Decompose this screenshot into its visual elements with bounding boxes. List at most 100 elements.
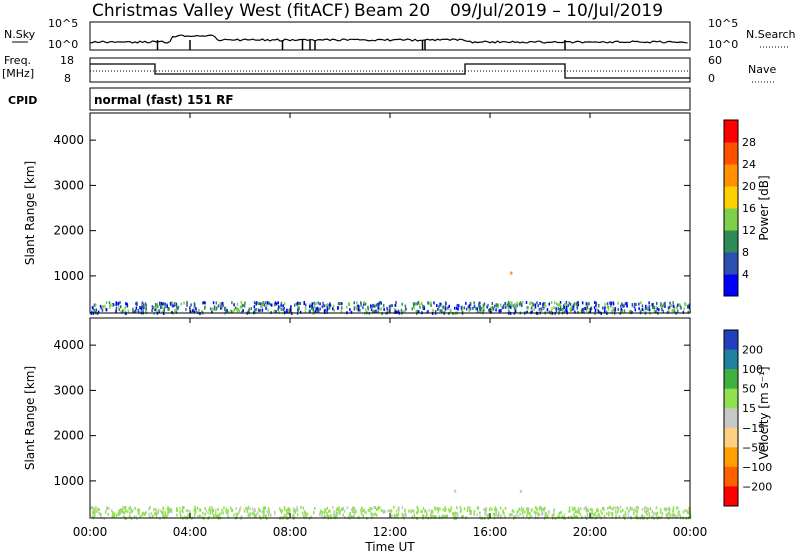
echo-cell <box>378 300 381 304</box>
echo-cell <box>287 511 290 515</box>
echo-cell <box>463 507 466 511</box>
echo-cell <box>335 511 338 515</box>
echo-cell <box>108 301 111 305</box>
echo-cell <box>610 304 612 308</box>
echo-cell <box>490 310 492 314</box>
echo-cell <box>236 307 238 311</box>
echo-cell <box>157 508 160 512</box>
echo-cell <box>323 309 326 313</box>
echo-cell <box>565 309 568 313</box>
echo-cell <box>134 309 137 313</box>
echo-cell <box>277 305 280 309</box>
echo-cell <box>629 506 632 510</box>
echo-cell <box>596 507 598 511</box>
echo-cell <box>527 509 529 513</box>
echo-cell <box>105 307 108 311</box>
echo-cell <box>246 507 249 511</box>
echo-cell <box>326 310 328 314</box>
echo-cell <box>621 310 624 314</box>
echo-cell <box>511 513 513 517</box>
echo-cell <box>377 310 379 314</box>
echo-cell <box>601 512 603 516</box>
echo-cell <box>143 513 146 517</box>
echo-cell <box>264 506 267 510</box>
echo-cell <box>359 308 361 312</box>
echo-cell <box>388 305 391 309</box>
echo-cell <box>688 306 691 310</box>
echo-cell <box>432 515 435 519</box>
echo-cell <box>339 509 342 513</box>
echo-cell <box>150 511 153 515</box>
echo-cell <box>531 310 534 314</box>
echo-cell <box>258 509 261 513</box>
echo-cell <box>455 306 458 310</box>
echo-cell <box>253 301 256 305</box>
echo-cell <box>354 507 356 511</box>
echo-cell <box>313 301 315 305</box>
echo-cell <box>664 305 666 309</box>
echo-cell <box>519 301 522 305</box>
echo-cell <box>460 307 463 311</box>
echo-cell <box>423 307 426 311</box>
echo-cell <box>162 302 164 306</box>
echo-cell <box>413 306 415 310</box>
echo-cell <box>337 508 340 512</box>
echo-cell <box>530 514 532 518</box>
echo-cell <box>180 302 183 306</box>
echo-cell <box>389 509 391 513</box>
echo-cell <box>167 512 169 516</box>
echo-cell <box>313 304 316 308</box>
echo-cell <box>612 506 615 510</box>
echo-cell <box>194 510 197 514</box>
echo-cell <box>648 514 651 518</box>
echo-cell <box>410 510 412 514</box>
echo-cell <box>516 510 518 514</box>
echo-cell <box>225 511 228 515</box>
echo-cell <box>419 303 421 307</box>
echo-cell <box>155 305 158 309</box>
echo-cell <box>328 509 330 513</box>
echo-cell <box>414 302 416 306</box>
echo-cell <box>175 310 178 314</box>
echo-cell <box>172 304 174 308</box>
echo-cell <box>107 512 109 516</box>
echo-cell <box>610 512 613 516</box>
echo-cell <box>509 301 511 305</box>
echo-cell <box>441 309 443 313</box>
echo-cell <box>105 301 108 305</box>
echo-cell <box>544 303 546 307</box>
echo-cell <box>211 506 213 510</box>
echo-cell <box>376 513 378 517</box>
echo-cell <box>93 303 96 307</box>
echo-cell <box>115 310 117 314</box>
echo-cell <box>221 508 223 512</box>
echo-cell <box>577 510 580 514</box>
echo-cell <box>140 305 143 309</box>
echo-cell <box>401 506 404 510</box>
echo-cell <box>282 308 285 312</box>
echo-cell <box>655 514 657 518</box>
echo-cell <box>608 513 610 517</box>
echo-cell <box>200 515 202 519</box>
echo-cell <box>155 512 158 516</box>
echo-cell <box>576 306 579 310</box>
echo-cell <box>436 307 439 311</box>
echo-cell <box>637 506 640 510</box>
echo-cell <box>668 309 670 313</box>
echo-cell <box>289 508 291 512</box>
echo-cell <box>597 512 600 516</box>
echo-cell <box>524 510 526 514</box>
plot-title: Christmas Valley West (fitACF) <box>92 1 350 21</box>
echo-cell <box>362 509 364 513</box>
echo-cell <box>208 508 210 512</box>
echo-cell <box>572 305 575 309</box>
freq-label: Freq. <box>4 54 31 67</box>
echo-cell <box>371 304 374 308</box>
echo-cell <box>297 304 299 308</box>
echo-cell <box>416 302 418 306</box>
echo-cell <box>518 302 521 306</box>
echo-cell <box>343 515 346 519</box>
echo-cell <box>456 512 458 516</box>
echo-cell <box>176 513 178 517</box>
echo-cell <box>298 302 301 306</box>
